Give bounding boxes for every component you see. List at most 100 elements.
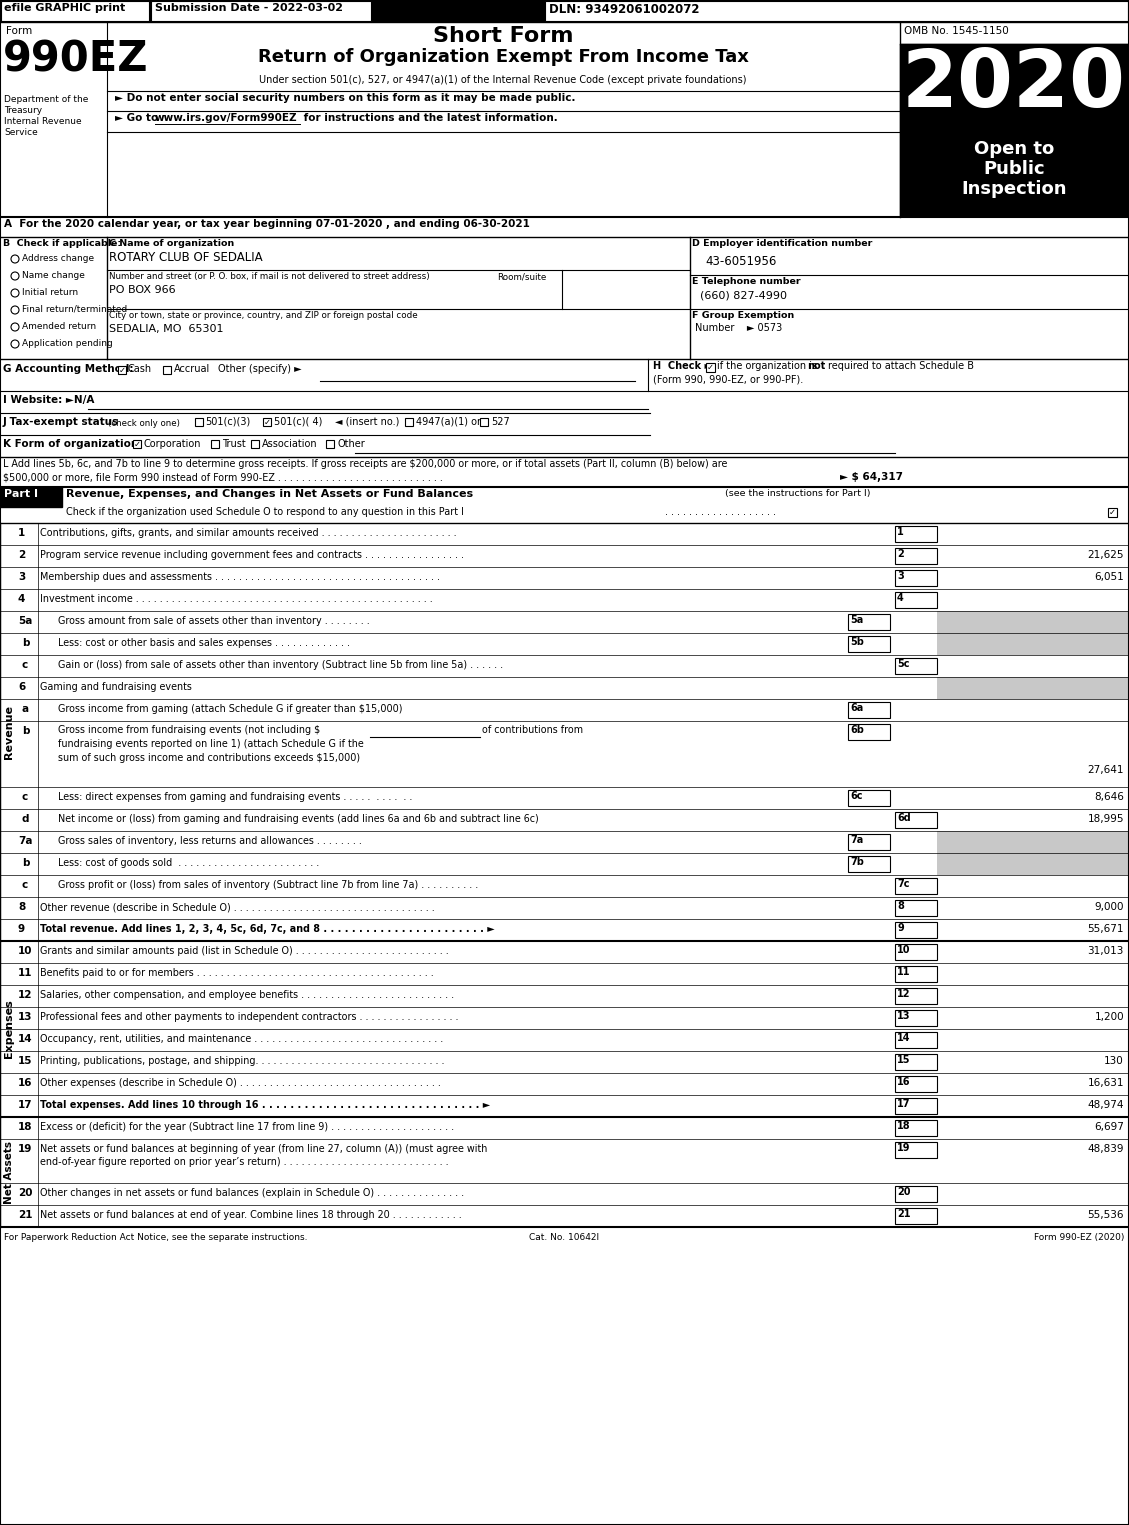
Bar xyxy=(0,656,1129,677)
Text: 9: 9 xyxy=(18,924,25,933)
Bar xyxy=(0,875,1129,897)
Text: Net assets or fund balances at beginning of year (from line 27, column (A)) (mus: Net assets or fund balances at beginning… xyxy=(40,1144,488,1154)
Text: . . . . . . . . . . . . . . . . . . .: . . . . . . . . . . . . . . . . . . . xyxy=(665,506,779,517)
Bar xyxy=(0,831,1129,852)
Bar xyxy=(848,702,890,718)
Text: 5a: 5a xyxy=(850,615,864,625)
Bar xyxy=(706,363,715,372)
Bar xyxy=(895,1186,937,1202)
Text: Internal Revenue: Internal Revenue xyxy=(5,117,81,127)
Bar xyxy=(895,944,937,961)
Text: Name change: Name change xyxy=(21,271,85,281)
Text: 5a: 5a xyxy=(18,616,33,625)
Text: 7c: 7c xyxy=(898,878,910,889)
Bar xyxy=(0,787,1129,808)
Bar xyxy=(0,808,1129,831)
Text: Service: Service xyxy=(5,128,37,137)
Text: of contributions from: of contributions from xyxy=(482,724,583,735)
Bar xyxy=(0,985,1129,1006)
Text: Occupancy, rent, utilities, and maintenance . . . . . . . . . . . . . . . . . . : Occupancy, rent, utilities, and maintena… xyxy=(40,1034,444,1045)
Text: sum of such gross income and contributions exceeds $15,000): sum of such gross income and contributio… xyxy=(58,753,360,762)
Bar xyxy=(0,1029,1129,1051)
Text: A  For the 2020 calendar year, or tax year beginning 07-01-2020 , and ending 06-: A For the 2020 calendar year, or tax yea… xyxy=(5,220,530,229)
Text: Amended return: Amended return xyxy=(21,322,96,331)
Bar xyxy=(0,217,1129,236)
Bar xyxy=(895,1054,937,1071)
Bar xyxy=(895,1208,937,1225)
Text: c: c xyxy=(21,791,28,802)
Text: Cat. No. 10642I: Cat. No. 10642I xyxy=(530,1234,599,1241)
Bar xyxy=(848,790,890,807)
Text: Other revenue (describe in Schedule O) . . . . . . . . . . . . . . . . . . . . .: Other revenue (describe in Schedule O) .… xyxy=(40,901,435,912)
Bar xyxy=(895,1032,937,1048)
Bar xyxy=(480,418,488,425)
Text: 16: 16 xyxy=(898,1077,910,1087)
Text: 4: 4 xyxy=(18,595,25,604)
Bar xyxy=(848,636,890,653)
Bar xyxy=(0,21,1129,217)
Text: 9: 9 xyxy=(898,923,903,933)
Bar xyxy=(0,523,1129,544)
Text: Association: Association xyxy=(262,439,317,448)
Text: ► Go to: ► Go to xyxy=(115,113,161,124)
Text: 7b: 7b xyxy=(850,857,864,868)
Bar xyxy=(895,811,937,828)
Bar xyxy=(937,852,1129,875)
Bar xyxy=(937,612,1129,633)
Text: 11: 11 xyxy=(18,968,33,978)
Text: 12: 12 xyxy=(898,990,910,999)
Bar xyxy=(895,965,937,982)
Bar xyxy=(895,657,937,674)
Text: 1: 1 xyxy=(898,528,903,537)
Text: 1: 1 xyxy=(18,528,25,538)
Text: Program service revenue including government fees and contracts . . . . . . . . : Program service revenue including govern… xyxy=(40,551,464,560)
Bar xyxy=(107,236,690,358)
Text: K Form of organization:: K Form of organization: xyxy=(3,439,142,448)
Bar xyxy=(0,633,1129,656)
Text: not: not xyxy=(807,361,825,371)
Text: ✓: ✓ xyxy=(119,366,126,375)
Text: Number    ► 0573: Number ► 0573 xyxy=(695,323,782,332)
Bar xyxy=(895,878,937,894)
Bar xyxy=(690,236,1129,358)
Text: 2: 2 xyxy=(18,551,25,560)
Bar xyxy=(0,413,650,435)
Text: L Add lines 5b, 6c, and 7b to line 9 to determine gross receipts. If gross recei: L Add lines 5b, 6c, and 7b to line 9 to … xyxy=(3,459,727,470)
Text: Application pending: Application pending xyxy=(21,339,113,348)
Text: 8: 8 xyxy=(898,901,904,910)
Text: 13: 13 xyxy=(898,1011,910,1022)
Text: DLN: 93492061002072: DLN: 93492061002072 xyxy=(549,3,700,15)
Text: 4: 4 xyxy=(898,593,903,602)
Text: 19: 19 xyxy=(898,1144,910,1153)
Text: 6d: 6d xyxy=(898,813,911,824)
Bar xyxy=(1,2,149,21)
Text: Total revenue. Add lines 1, 2, 3, 4, 5c, 6d, 7c, and 8 . . . . . . . . . . . . .: Total revenue. Add lines 1, 2, 3, 4, 5c,… xyxy=(40,924,495,933)
Text: Accrual: Accrual xyxy=(174,364,210,374)
Bar xyxy=(1108,508,1117,517)
Text: Inspection: Inspection xyxy=(961,180,1067,198)
Bar xyxy=(405,418,413,425)
Text: 2: 2 xyxy=(898,549,903,560)
Text: 16: 16 xyxy=(18,1078,33,1087)
Bar xyxy=(0,941,1129,962)
Text: OMB No. 1545-1150: OMB No. 1545-1150 xyxy=(904,26,1008,37)
Text: 6,697: 6,697 xyxy=(1094,1122,1124,1132)
Text: required to attach Schedule B: required to attach Schedule B xyxy=(828,361,974,371)
Text: Gross amount from sale of assets other than inventory . . . . . . . .: Gross amount from sale of assets other t… xyxy=(58,616,370,625)
Text: 55,671: 55,671 xyxy=(1087,924,1124,933)
Text: 6b: 6b xyxy=(850,724,864,735)
Text: $500,000 or more, file Form 990 instead of Form 990-EZ . . . . . . . . . . . . .: $500,000 or more, file Form 990 instead … xyxy=(3,473,446,482)
Text: ✓: ✓ xyxy=(134,441,141,448)
Bar xyxy=(900,44,1129,133)
Text: I Website: ►N/A: I Website: ►N/A xyxy=(3,395,95,406)
Text: For Paperwork Reduction Act Notice, see the separate instructions.: For Paperwork Reduction Act Notice, see … xyxy=(5,1234,307,1241)
Bar xyxy=(895,1098,937,1113)
Text: 55,536: 55,536 xyxy=(1087,1209,1124,1220)
Text: Salaries, other compensation, and employee benefits . . . . . . . . . . . . . . : Salaries, other compensation, and employ… xyxy=(40,990,454,1000)
Bar xyxy=(251,441,259,448)
Text: ► Do not enter social security numbers on this form as it may be made public.: ► Do not enter social security numbers o… xyxy=(115,93,576,104)
Text: 10: 10 xyxy=(18,946,33,956)
Text: H  Check ►: H Check ► xyxy=(653,361,712,371)
Text: 13: 13 xyxy=(18,1013,33,1022)
Text: F Group Exemption: F Group Exemption xyxy=(692,311,794,320)
